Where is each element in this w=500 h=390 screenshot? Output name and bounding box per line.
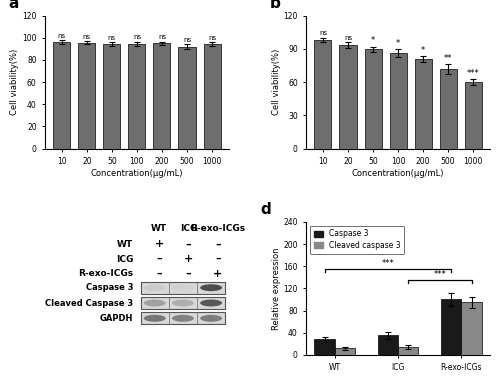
Bar	[54, 42, 70, 149]
Bar	[140, 312, 225, 324]
Ellipse shape	[200, 284, 222, 291]
Legend: Caspase 3, Cleaved caspase 3: Caspase 3, Cleaved caspase 3	[310, 226, 404, 254]
Bar	[440, 69, 456, 149]
Ellipse shape	[172, 300, 194, 307]
Text: ICG: ICG	[116, 255, 134, 264]
Text: ICG: ICG	[180, 224, 197, 233]
Text: –: –	[186, 239, 191, 250]
Ellipse shape	[200, 315, 222, 322]
Bar	[390, 53, 406, 149]
Bar	[314, 339, 334, 355]
Y-axis label: Relative expression: Relative expression	[272, 247, 280, 330]
Bar	[128, 44, 146, 149]
Text: ***: ***	[434, 270, 446, 279]
Text: d: d	[260, 202, 271, 217]
Text: a: a	[8, 0, 18, 11]
Text: ns: ns	[108, 35, 116, 41]
Bar	[178, 47, 196, 149]
Bar	[154, 43, 170, 149]
Ellipse shape	[200, 300, 222, 307]
Text: R-exo-ICGs: R-exo-ICGs	[190, 224, 246, 233]
Text: –: –	[156, 254, 162, 264]
Text: –: –	[215, 239, 220, 250]
Text: b: b	[270, 0, 280, 11]
Text: ns: ns	[58, 33, 66, 39]
Bar	[140, 297, 225, 309]
Text: Cleaved Caspase 3: Cleaved Caspase 3	[45, 298, 134, 307]
Ellipse shape	[144, 284, 166, 291]
Text: ns: ns	[83, 34, 91, 40]
Text: *: *	[421, 46, 425, 55]
Bar	[104, 44, 120, 149]
Text: ns: ns	[158, 34, 166, 40]
Text: ***: ***	[382, 259, 394, 268]
Text: +: +	[154, 239, 164, 250]
Text: GAPDH: GAPDH	[100, 314, 134, 323]
Ellipse shape	[144, 315, 166, 322]
Bar	[204, 44, 220, 149]
Bar	[462, 302, 481, 355]
Text: –: –	[156, 269, 162, 279]
Text: *: *	[396, 39, 400, 48]
X-axis label: Concentration(μg/mL): Concentration(μg/mL)	[352, 169, 444, 178]
Y-axis label: Cell viability(%): Cell viability(%)	[10, 49, 20, 115]
Bar	[414, 59, 432, 149]
Text: Caspase 3: Caspase 3	[86, 283, 134, 292]
Text: +: +	[213, 269, 222, 279]
Text: ns: ns	[208, 35, 216, 41]
Bar	[340, 45, 356, 149]
Text: –: –	[186, 269, 191, 279]
Text: ns: ns	[133, 34, 141, 40]
Text: R-exo-ICGs: R-exo-ICGs	[78, 269, 134, 278]
Bar	[78, 43, 96, 149]
Text: ***: ***	[467, 69, 479, 78]
Bar	[334, 348, 355, 355]
Text: ns: ns	[319, 30, 327, 36]
Bar	[398, 347, 418, 355]
Text: *: *	[371, 36, 375, 45]
Text: ns: ns	[183, 37, 191, 43]
Ellipse shape	[144, 300, 166, 307]
Text: ns: ns	[344, 35, 352, 41]
Bar	[441, 300, 462, 355]
Text: WT: WT	[151, 224, 167, 233]
Text: –: –	[215, 254, 220, 264]
Y-axis label: Cell viability(%): Cell viability(%)	[272, 49, 280, 115]
X-axis label: Concentration(μg/mL): Concentration(μg/mL)	[90, 169, 183, 178]
Bar	[378, 335, 398, 355]
Ellipse shape	[172, 315, 194, 322]
Bar	[364, 50, 382, 149]
Text: **: **	[444, 53, 452, 62]
Text: WT: WT	[117, 240, 134, 249]
Ellipse shape	[172, 284, 194, 291]
Text: +: +	[184, 254, 193, 264]
Bar	[464, 82, 481, 149]
Bar	[314, 40, 332, 149]
Bar	[140, 282, 225, 294]
